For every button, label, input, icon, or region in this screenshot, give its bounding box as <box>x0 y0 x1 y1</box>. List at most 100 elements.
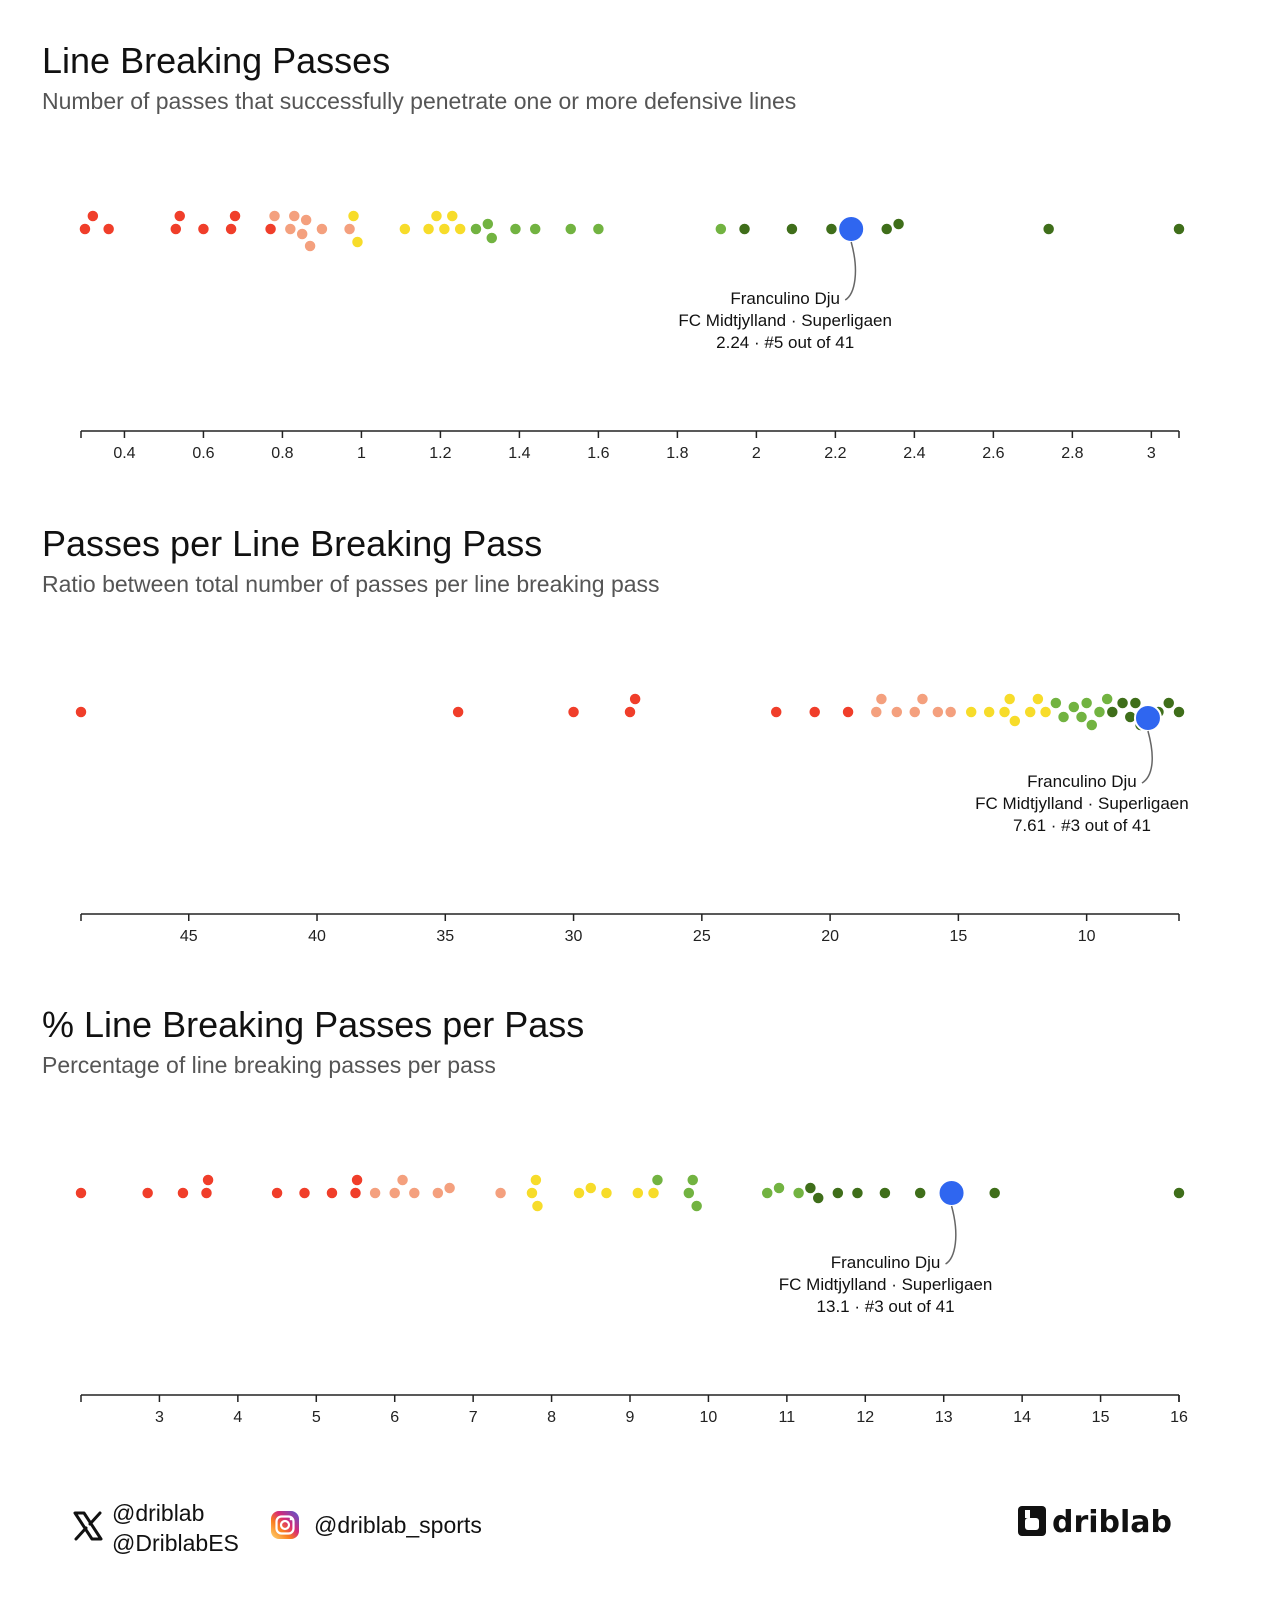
chart-subtitle: Percentage of line breaking passes per p… <box>42 1052 496 1078</box>
player-point <box>299 213 313 227</box>
player-point <box>453 222 467 236</box>
player-point <box>1056 710 1071 724</box>
player-point <box>431 1186 445 1200</box>
player-point <box>325 1186 339 1200</box>
x-tick-label: 30 <box>565 928 583 945</box>
player-point <box>283 222 298 236</box>
x-tick-label: 15 <box>949 928 967 945</box>
brand-wordmark: driblab <box>1052 1505 1172 1538</box>
player-point <box>1085 718 1099 732</box>
player-point <box>263 222 278 236</box>
player-point <box>525 1186 539 1200</box>
player-point <box>228 209 242 223</box>
player-point <box>437 222 452 236</box>
player-point <box>169 222 183 236</box>
player-point <box>572 1186 586 1200</box>
player-point <box>931 705 945 719</box>
player-point <box>714 222 728 236</box>
scatter-plot: 0.4 0.6 0.8 1 1.2 1.4 1.6 1.8 2 2.2 2.4 2.6 2.8 3 Fran… <box>78 209 1186 462</box>
x-tick-label: 15 <box>1092 1409 1110 1426</box>
player-point <box>297 1186 312 1200</box>
player-point <box>348 1186 363 1200</box>
x-handle-primary[interactable]: @driblab <box>112 1500 205 1526</box>
player-point <box>1067 700 1081 714</box>
player-point <box>267 209 282 223</box>
player-point <box>1128 696 1143 710</box>
player-point <box>1041 222 1056 236</box>
annotation-line: Franculino Dju <box>730 289 840 308</box>
player-point <box>599 1186 614 1200</box>
annotation-line: FC Midtjylland · Superligaen <box>779 1275 993 1294</box>
player-point <box>528 222 542 236</box>
player-point <box>1172 1186 1186 1200</box>
player-point <box>1031 692 1045 706</box>
chart-title: Passes per Line Breaking Pass <box>42 523 543 564</box>
player-point <box>101 222 116 236</box>
x-tick-label: 3 <box>155 1409 164 1426</box>
player-point <box>841 705 855 719</box>
player-point <box>1092 705 1107 719</box>
x-tick-label: 1.2 <box>429 445 451 462</box>
player-point <box>199 1186 214 1200</box>
player-point <box>831 1186 845 1200</box>
x-tick-label: 8 <box>547 1409 556 1426</box>
player-point <box>508 222 523 236</box>
driblab-logo: driblab <box>1018 1505 1172 1538</box>
player-point <box>685 1173 700 1187</box>
x-tick-label: 10 <box>700 1409 718 1426</box>
player-point <box>429 209 444 223</box>
x-tick-label: 45 <box>180 928 198 945</box>
player-point <box>74 1186 88 1200</box>
player-point <box>987 1186 1002 1200</box>
x-logo-icon[interactable] <box>72 1510 104 1542</box>
chart-title: % Line Breaking Passes per Pass <box>42 1004 585 1045</box>
player-point <box>398 222 412 236</box>
instagram-icon[interactable] <box>270 1510 300 1540</box>
x-tick-label: 2.2 <box>824 445 846 462</box>
instagram-handle[interactable]: @driblab_sports <box>314 1512 482 1538</box>
x-tick-label: 20 <box>821 928 839 945</box>
player-point <box>140 1186 155 1200</box>
x-handle-secondary[interactable]: @DriblabES <box>112 1530 239 1556</box>
player-point <box>346 209 361 223</box>
x-tick-label: 3 <box>1147 445 1156 462</box>
annotation-line: Franculino Dju <box>1027 772 1137 791</box>
player-point <box>530 1199 545 1213</box>
x-tick-label: 7 <box>469 1409 478 1426</box>
annotation-line: FC Midtjylland · Superligaen <box>678 311 892 330</box>
player-point <box>1172 222 1186 236</box>
player-point <box>772 1181 786 1195</box>
player-point <box>1161 696 1176 710</box>
player-point <box>564 222 578 236</box>
x-tick-label: 2 <box>752 445 761 462</box>
player-point <box>769 705 783 719</box>
player-point <box>584 1181 598 1195</box>
highlighted-player-point <box>837 215 866 243</box>
x-tick-label: 0.8 <box>271 445 293 462</box>
annotation-connector <box>844 241 857 301</box>
x-tick-label: 2.6 <box>982 445 1004 462</box>
player-point <box>315 222 329 236</box>
player-point <box>74 705 88 719</box>
annotation-line: 13.1 · #3 out of 41 <box>817 1297 955 1316</box>
x-tick-label: 35 <box>436 928 454 945</box>
annotation-line: FC Midtjylland · Superligaen <box>975 794 1189 813</box>
player-point <box>807 705 822 719</box>
footer: @driblab @DriblabES @driblab_sports drib… <box>0 1490 1288 1590</box>
player-point <box>760 1186 774 1200</box>
player-point <box>172 209 187 223</box>
player-point <box>982 705 996 719</box>
x-tick-label: 16 <box>1170 1409 1188 1426</box>
player-point <box>1172 705 1186 719</box>
x-tick-label: 0.6 <box>192 445 214 462</box>
player-point <box>303 239 317 253</box>
player-point <box>964 705 978 719</box>
chart-panel-2: Passes per Line Breaking Pass Ratio betw… <box>0 523 1288 963</box>
x-tick-label: 13 <box>935 1409 953 1426</box>
player-point <box>650 1173 665 1187</box>
x-tick-label: 1.8 <box>666 445 688 462</box>
player-point <box>442 1181 457 1195</box>
player-point <box>1008 714 1022 728</box>
player-point <box>176 1186 190 1200</box>
x-tick-label: 40 <box>308 928 326 945</box>
